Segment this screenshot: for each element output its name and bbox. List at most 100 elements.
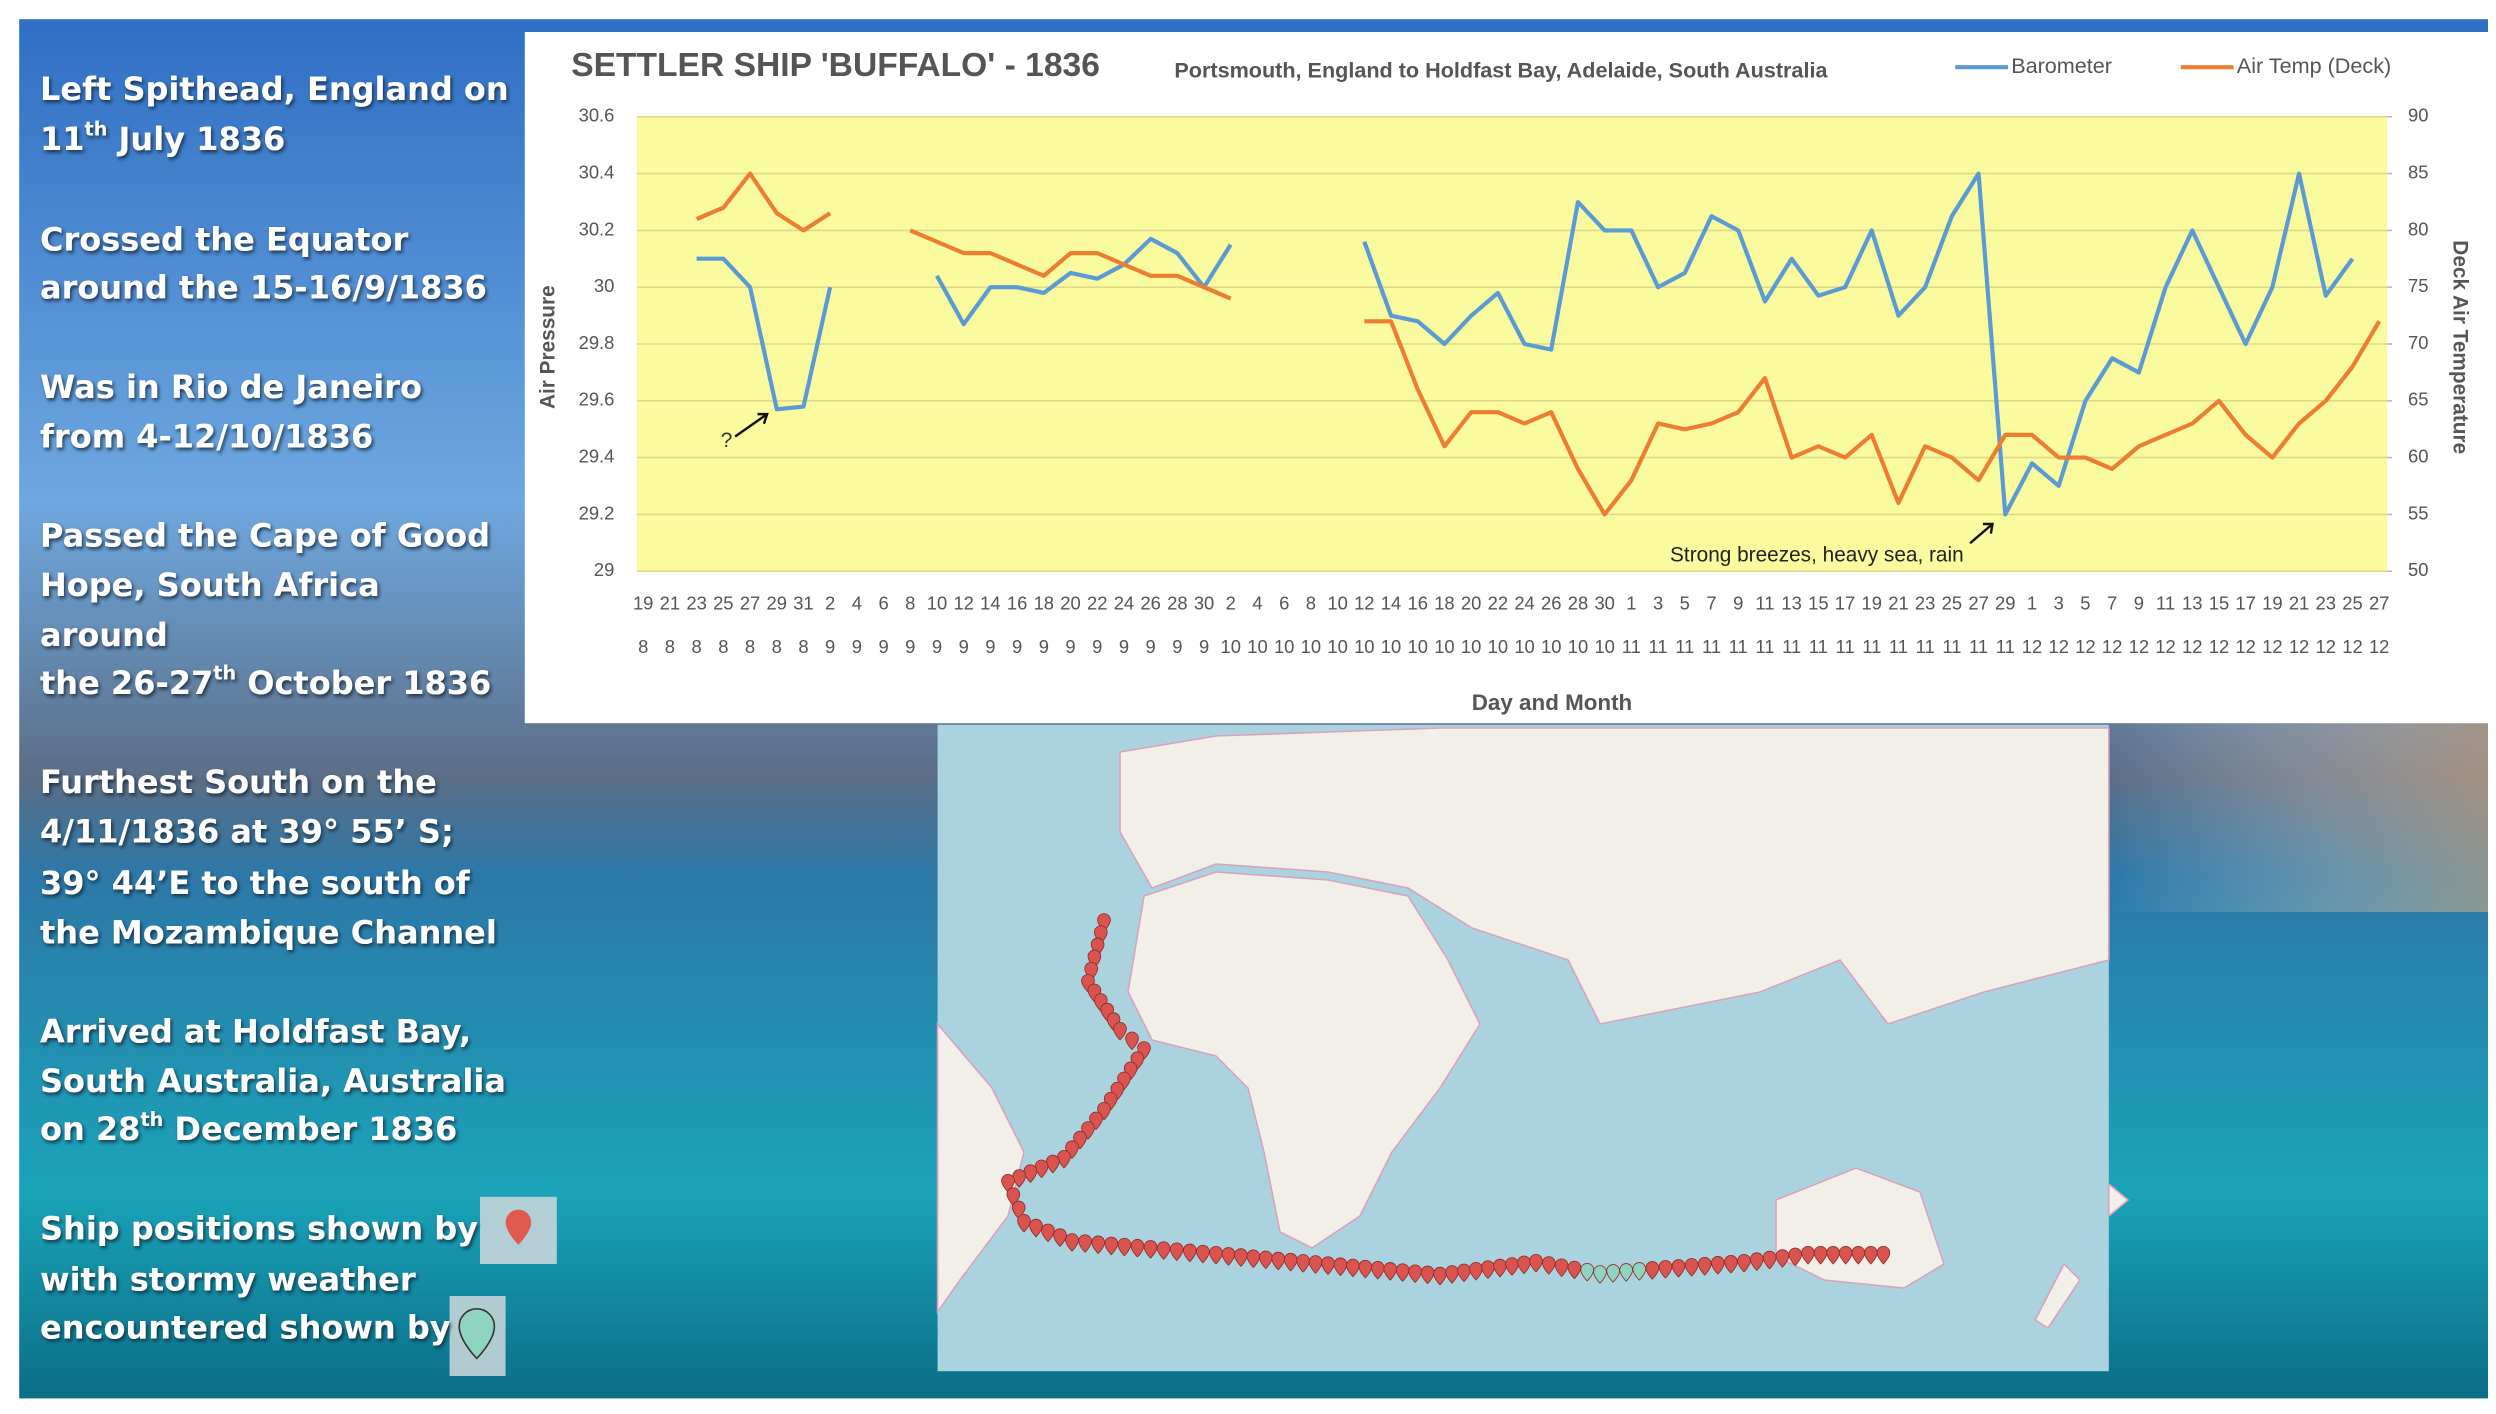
x-tick-label: 23 — [2316, 593, 2336, 614]
x-tick-month: 11 — [1622, 636, 1641, 657]
x-tick-label: 28 — [1568, 593, 1588, 614]
route-map — [936, 724, 2130, 1372]
text-run: with stormy weather — [40, 1261, 416, 1299]
x-tick-month: 10 — [1594, 636, 1614, 657]
x-tick-month: 12 — [2075, 636, 2095, 657]
y-tick-label: 29.2 — [579, 502, 615, 523]
note-line: 4/11/1836 at 39° 55’ S; — [40, 813, 454, 851]
legend-label: Air Temp (Deck) — [2237, 53, 2391, 78]
route-marker — [1671, 1259, 1686, 1278]
x-tick-label: 4 — [852, 593, 862, 614]
x-tick-label: 5 — [2080, 593, 2090, 614]
x-tick-label: 19 — [2262, 593, 2282, 614]
note-line: Passed the Cape of Good — [40, 517, 490, 555]
text-run: from 4-12/10/1836 — [40, 417, 373, 455]
x-tick-label: 17 — [1835, 593, 1855, 614]
legend-label: Barometer — [2011, 53, 2112, 78]
x-tick-label: 14 — [1381, 593, 1401, 614]
x-tick-month: 11 — [1996, 636, 2015, 657]
route-marker — [1091, 1235, 1105, 1255]
y2-axis-title: Deck Air Temperature — [2449, 240, 2472, 454]
annotation-arrow — [734, 412, 769, 438]
x-tick-month: 11 — [1889, 636, 1908, 657]
x-tick-label: 2 — [1226, 593, 1236, 614]
x-tick-label: 19 — [633, 593, 653, 614]
x-tick-month: 9 — [985, 636, 995, 657]
x-tick-month: 12 — [2289, 636, 2309, 657]
x-tick-month: 9 — [932, 636, 942, 657]
x-tick-month: 9 — [959, 636, 969, 657]
y-tick-label: 29 — [594, 559, 614, 580]
x-tick-label: 8 — [905, 593, 915, 614]
route-marker — [1567, 1260, 1582, 1280]
route-marker — [1130, 1239, 1145, 1258]
route-marker — [1065, 1233, 1079, 1252]
annotation-arrow — [1969, 522, 1994, 545]
x-tick-label: 13 — [2182, 593, 2202, 614]
x-tick-month: 12 — [2155, 636, 2175, 657]
x-tick-label: 12 — [1354, 593, 1374, 614]
note-line: Furthest South on the — [40, 763, 437, 801]
text-run: December 1836 — [163, 1110, 457, 1148]
x-tick-label: 30 — [1194, 593, 1214, 614]
x-tick-label: 10 — [927, 593, 947, 614]
x-tick-label: 7 — [2107, 593, 2117, 614]
x-tick-label: 9 — [2134, 593, 2144, 614]
text-run: South Australia, Australia — [40, 1062, 506, 1100]
x-tick-label: 3 — [1653, 593, 1663, 614]
text-run: the 26-27 — [40, 664, 213, 702]
y2-tick-label: 75 — [2408, 275, 2428, 296]
route-marker — [1029, 1218, 1043, 1238]
x-tick-label: 18 — [1034, 593, 1054, 614]
note-line: Left Spithead, England on — [40, 70, 509, 108]
x-tick-month: 11 — [1702, 636, 1721, 657]
x-tick-month: 12 — [2022, 636, 2042, 657]
superscript: th — [140, 1108, 163, 1131]
y2-tick-label: 50 — [2408, 559, 2428, 580]
x-axis-title: Day and Month — [1472, 690, 1632, 715]
x-tick-label: 2 — [825, 593, 835, 614]
y-tick-label: 30.4 — [579, 161, 615, 182]
x-tick-label: 5 — [1680, 593, 1690, 614]
note-line: Ship positions shown by — [40, 1209, 478, 1247]
x-tick-label: 6 — [1279, 593, 1289, 614]
y-tick-label: 29.4 — [579, 445, 615, 466]
x-tick-month: 11 — [1675, 636, 1694, 657]
text-run: 39° 44’E to the south of — [40, 864, 471, 902]
y-tick-label: 29.8 — [579, 332, 615, 353]
x-tick-label: 6 — [878, 593, 888, 614]
x-tick-month: 8 — [665, 636, 675, 657]
route-marker — [1183, 1243, 1197, 1263]
x-tick-month: 8 — [691, 636, 701, 657]
route-marker — [1017, 1213, 1031, 1233]
route-marker — [1606, 1264, 1620, 1283]
x-tick-label: 22 — [1488, 593, 1508, 614]
y-tick-label: 30.6 — [579, 105, 615, 126]
note-line: Hope, South Africa — [40, 566, 380, 604]
x-tick-month: 8 — [638, 636, 648, 657]
x-tick-label: 26 — [1541, 593, 1561, 614]
route-marker — [1012, 1169, 1027, 1188]
x-tick-month: 12 — [2209, 636, 2229, 657]
x-tick-month: 11 — [1809, 636, 1828, 657]
x-tick-label: 14 — [980, 593, 1000, 614]
x-tick-label: 27 — [1968, 593, 1988, 614]
text-run: the Mozambique Channel — [40, 913, 497, 951]
series-line — [696, 171, 2355, 517]
x-tick-month: 12 — [2235, 636, 2255, 657]
text-run: Ship positions shown by — [40, 1209, 478, 1247]
x-tick-month: 9 — [1199, 636, 1209, 657]
x-tick-label: 20 — [1060, 593, 1080, 614]
x-tick-month: 10 — [1301, 636, 1321, 657]
x-tick-month: 11 — [1782, 636, 1801, 657]
x-tick-label: 24 — [1114, 593, 1134, 614]
x-tick-month: 9 — [852, 636, 862, 657]
x-tick-label: 29 — [1995, 593, 2015, 614]
map-land — [936, 727, 2130, 1330]
note-line: Arrived at Holdfast Bay, — [40, 1013, 471, 1051]
route-marker — [1554, 1258, 1569, 1278]
note-line: encountered shown by — [40, 1309, 451, 1347]
superscript: th — [85, 117, 108, 140]
x-tick-month: 10 — [1568, 636, 1588, 657]
x-tick-label: 11 — [1755, 593, 1774, 614]
